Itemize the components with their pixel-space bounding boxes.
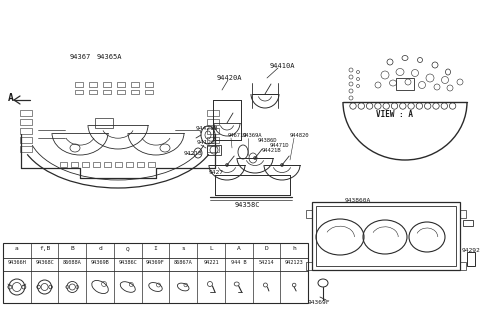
Bar [75, 82, 83, 87]
Ellipse shape [280, 163, 284, 167]
Bar [93, 162, 100, 167]
Text: 54214: 54214 [259, 260, 274, 265]
Bar [103, 90, 111, 94]
Bar [463, 220, 473, 226]
Text: 94218: 94218 [184, 151, 203, 156]
Bar [82, 162, 89, 167]
Bar [207, 145, 221, 155]
Text: Q: Q [126, 246, 130, 251]
Text: B: B [71, 246, 74, 251]
Bar [131, 82, 139, 87]
Text: 94386D: 94386D [258, 138, 277, 143]
Text: 943860A: 943860A [345, 198, 371, 203]
Text: 94410A: 94410A [270, 63, 296, 69]
Bar [20, 110, 32, 116]
Bar [316, 206, 456, 266]
Text: 94358C: 94358C [235, 202, 261, 208]
Bar [89, 82, 97, 87]
Text: a: a [15, 246, 19, 251]
Bar [145, 82, 153, 87]
Bar [95, 118, 113, 128]
Bar [460, 210, 466, 218]
Bar [207, 128, 219, 134]
Text: 86867A: 86867A [174, 260, 192, 265]
Text: 94671D: 94671D [228, 133, 248, 138]
Bar [306, 262, 312, 270]
Text: 94369B: 94369B [91, 260, 109, 265]
Text: A: A [237, 246, 240, 251]
Text: L: L [209, 246, 213, 251]
Bar [137, 162, 144, 167]
Bar [467, 252, 475, 266]
Text: 94421B: 94421B [262, 148, 281, 153]
Bar [126, 162, 133, 167]
Bar [207, 119, 219, 125]
Bar [71, 162, 78, 167]
Bar [115, 162, 122, 167]
Bar [207, 110, 219, 116]
Text: 942123: 942123 [285, 260, 303, 265]
Text: f,B: f,B [39, 246, 50, 251]
Text: 94471D: 94471D [270, 143, 289, 148]
Text: 94221: 94221 [203, 260, 219, 265]
Text: 94420A: 94420A [217, 75, 242, 81]
Text: 94369F: 94369F [146, 260, 165, 265]
Bar [117, 82, 125, 87]
Text: d: d [98, 246, 102, 251]
Bar [103, 82, 111, 87]
Ellipse shape [226, 163, 228, 167]
Bar [460, 262, 466, 270]
Text: 942929: 942929 [462, 248, 480, 253]
Text: 944820: 944820 [290, 133, 310, 138]
Bar [3, 243, 308, 303]
Bar [207, 146, 219, 152]
Ellipse shape [253, 156, 256, 159]
Bar [117, 90, 125, 94]
Bar [207, 137, 219, 143]
Bar [89, 90, 97, 94]
Bar [306, 210, 312, 218]
Bar [104, 162, 111, 167]
Text: 94369A: 94369A [243, 133, 263, 138]
Text: 94369F: 94369F [308, 300, 331, 305]
Text: 94386C: 94386C [119, 260, 137, 265]
Bar [148, 162, 155, 167]
Text: I: I [154, 246, 157, 251]
Bar [145, 90, 153, 94]
Bar [75, 90, 83, 94]
Bar [131, 90, 139, 94]
Text: 9427: 9427 [209, 170, 224, 175]
Text: 94421B: 94421B [196, 126, 218, 131]
Bar [20, 146, 32, 152]
Text: s: s [181, 246, 185, 251]
Text: h: h [292, 246, 296, 251]
Bar [20, 128, 32, 134]
Text: 94120: 94120 [197, 140, 216, 145]
Text: 94366H: 94366H [8, 260, 26, 265]
Bar [60, 162, 67, 167]
Bar [396, 78, 414, 90]
Bar [312, 202, 460, 270]
Bar [20, 137, 32, 143]
Bar [20, 119, 32, 125]
Text: 94368C: 94368C [35, 260, 54, 265]
Text: D: D [264, 246, 268, 251]
Text: 94365A: 94365A [97, 54, 122, 60]
Text: A: A [8, 93, 14, 103]
Text: VIEW : A: VIEW : A [376, 110, 413, 119]
Text: 94367: 94367 [70, 54, 91, 60]
Text: 944 B: 944 B [231, 260, 247, 265]
Text: 86088A: 86088A [63, 260, 82, 265]
